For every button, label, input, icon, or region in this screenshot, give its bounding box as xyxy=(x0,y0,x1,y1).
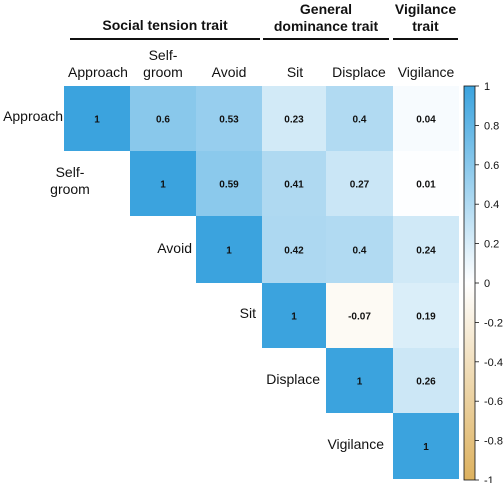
cell-value-avoid-vigilance: 0.24 xyxy=(416,246,436,257)
group-title-vigilance: Vigilance trait xyxy=(393,1,458,35)
cell-value-approach-vigilance: 0.04 xyxy=(416,115,436,126)
colorbar-tick-label: -0.2 xyxy=(484,317,503,329)
cell-avoid-sit xyxy=(262,216,326,283)
cell-value-vigilance-vigilance: 1 xyxy=(423,442,429,453)
cell-avoid-displace xyxy=(326,216,393,283)
column-label-approach: Approach xyxy=(68,64,128,80)
cell-value-self-groom-sit: 0.41 xyxy=(284,180,304,191)
group-title-social-tension: Social tension trait xyxy=(102,17,228,33)
cell-value-approach-avoid: 0.53 xyxy=(219,115,239,126)
colorbar xyxy=(463,85,476,481)
cell-value-approach-approach: 1 xyxy=(94,115,100,126)
colorbar-tick-label: 0.4 xyxy=(484,199,499,211)
colorbar-tick-label: 0.2 xyxy=(484,239,499,251)
column-label-avoid: Avoid xyxy=(211,64,247,80)
cell-value-approach-self-groom: 0.6 xyxy=(156,115,170,126)
colorbar-tick-label: 0 xyxy=(484,278,490,290)
cell-displace-displace xyxy=(326,348,393,413)
cell-displace-vigilance xyxy=(393,348,459,413)
colorbar-tick-label: -0.6 xyxy=(484,396,503,408)
cell-value-sit-displace: -0.07 xyxy=(348,312,371,323)
cell-value-approach-displace: 0.4 xyxy=(353,115,367,126)
cell-value-self-groom-displace: 0.27 xyxy=(350,180,370,191)
column-label-sit: Sit xyxy=(286,64,304,80)
colorbar-tick-label: 0.6 xyxy=(484,160,499,172)
group-title-general-dominance-text: General dominance trait xyxy=(273,1,379,34)
cell-value-approach-sit: 0.23 xyxy=(284,115,304,126)
column-label-self-groom: Self- groom xyxy=(143,47,183,80)
colorbar-tick-label: -0.8 xyxy=(484,436,503,448)
cell-self-groom-sit xyxy=(262,151,326,216)
colorbar-tick-label: 0.8 xyxy=(484,120,499,132)
cell-approach-sit xyxy=(262,86,326,151)
colorbar-tick-label: -1 xyxy=(484,475,494,483)
cell-value-sit-vigilance: 0.19 xyxy=(416,312,436,323)
cell-approach-avoid xyxy=(196,86,262,151)
colorbar-tick-label: 1 xyxy=(484,81,490,93)
cell-avoid-avoid xyxy=(196,216,262,283)
group-title-general-dominance: General dominance trait xyxy=(263,1,389,35)
cell-approach-vigilance xyxy=(393,86,459,151)
cell-approach-approach xyxy=(64,86,130,151)
colorbar-tick-label: -0.4 xyxy=(484,357,503,369)
cell-approach-self-groom xyxy=(130,86,196,151)
row-label-displace: Displace xyxy=(266,371,320,387)
row-label-avoid: Avoid xyxy=(157,240,192,256)
cell-value-avoid-sit: 0.42 xyxy=(284,246,304,257)
cell-self-groom-vigilance xyxy=(393,151,459,216)
cell-value-self-groom-avoid: 0.59 xyxy=(219,180,239,191)
group-title-vigilance-text: Vigilance trait xyxy=(394,1,457,34)
cell-value-avoid-displace: 0.4 xyxy=(353,246,367,257)
cell-sit-displace xyxy=(326,283,393,348)
row-label-sit: Sit xyxy=(239,305,256,321)
cell-value-self-groom-vigilance: 0.01 xyxy=(416,180,436,191)
cell-sit-vigilance xyxy=(393,283,459,348)
group-underline-general-dominance xyxy=(263,38,389,40)
row-label-self-groom: Self- groom xyxy=(50,164,90,197)
cell-self-groom-avoid xyxy=(196,151,262,216)
cell-value-self-groom-self-groom: 1 xyxy=(160,180,166,191)
cell-vigilance-vigilance xyxy=(393,413,459,479)
column-label-vigilance: Vigilance xyxy=(397,64,455,80)
group-underline-vigilance xyxy=(393,38,458,40)
row-label-vigilance: Vigilance xyxy=(327,436,384,452)
cell-value-displace-displace: 1 xyxy=(357,377,363,388)
row-label-approach: Approach xyxy=(3,108,63,124)
cell-avoid-vigilance xyxy=(393,216,459,283)
cell-value-displace-vigilance: 0.26 xyxy=(416,377,436,388)
cell-sit-sit xyxy=(262,283,326,348)
cell-approach-displace xyxy=(326,86,393,151)
cell-self-groom-displace xyxy=(326,151,393,216)
cell-self-groom-self-groom xyxy=(130,151,196,216)
cell-value-avoid-avoid: 1 xyxy=(226,246,232,257)
group-underline-social-tension xyxy=(70,38,260,40)
column-label-displace: Displace xyxy=(332,64,386,80)
cell-value-sit-sit: 1 xyxy=(291,312,297,323)
